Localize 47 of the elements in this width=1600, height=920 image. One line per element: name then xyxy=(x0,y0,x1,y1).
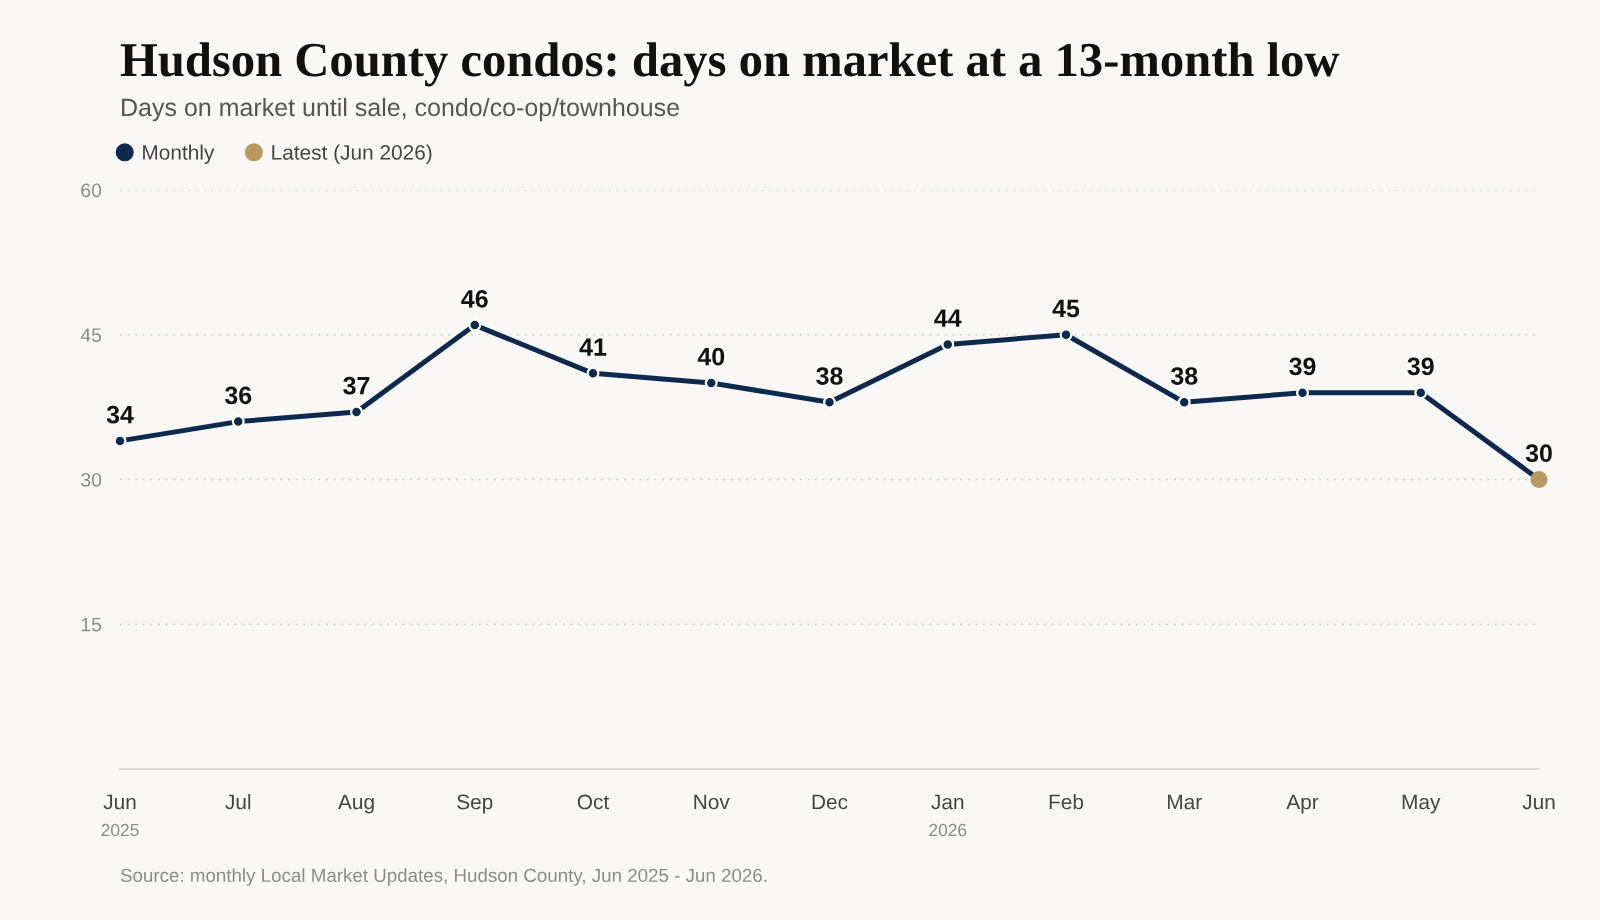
data-label: 45 xyxy=(1052,299,1080,318)
point xyxy=(468,318,482,332)
data-label: 46 xyxy=(461,289,488,308)
x-tick-label: Jul xyxy=(225,794,251,810)
category-label: Jun 2025 xyxy=(101,794,139,837)
data-label: 39 xyxy=(1407,357,1434,376)
x-tick-label: Nov xyxy=(694,794,730,810)
point xyxy=(1059,328,1073,342)
point xyxy=(823,395,836,409)
x-tick-label: Mar xyxy=(1168,794,1202,810)
data-label: 39 xyxy=(1289,357,1316,376)
data-label: 37 xyxy=(343,376,370,395)
x-tick-label: Oct xyxy=(577,794,610,810)
y-tick-label: 60 xyxy=(81,183,102,198)
chart-subtitle: Days on market until sale, condo/co-op/townhouse xyxy=(122,97,679,122)
y-tick-label: 30 xyxy=(81,472,102,487)
data-label: 34 xyxy=(106,405,134,424)
x-tick-label: May xyxy=(1402,794,1441,814)
data-label: 40 xyxy=(697,347,725,366)
point xyxy=(350,405,363,419)
data-label: 44 xyxy=(934,309,962,327)
source-note: Source: monthly Local Market Updates, Hudson County, Jun 2025 - Jun 2026. xyxy=(120,868,767,886)
legend-label: Monthly xyxy=(143,144,215,164)
point xyxy=(586,366,600,380)
point xyxy=(704,376,718,390)
legend-label: Latest (Jun 2026) xyxy=(272,144,432,164)
y-tick-label: 45 xyxy=(80,328,102,342)
point xyxy=(1296,386,1309,400)
point xyxy=(1177,395,1191,409)
x-tick-label: Jun xyxy=(1522,794,1555,810)
x-tick-label: Aug xyxy=(338,794,374,814)
data-label: 30 xyxy=(1525,444,1552,463)
chart-title: Hudson County condos: days on market at a 13-month low xyxy=(120,42,1340,87)
x-tick-label: Dec xyxy=(812,794,848,810)
point xyxy=(231,415,245,429)
data-label: 41 xyxy=(579,338,607,356)
data-label: 36 xyxy=(224,386,252,405)
x-tick-label: Feb xyxy=(1049,794,1084,810)
point xyxy=(941,337,955,351)
x-tick-label: Apr xyxy=(1286,794,1319,814)
point xyxy=(113,434,127,448)
point xyxy=(1414,386,1428,400)
data-label: 38 xyxy=(816,367,843,385)
x-tick-label: Sep xyxy=(457,794,493,814)
category-label: Jan 2026 xyxy=(929,794,967,837)
data-label: 38 xyxy=(1170,367,1198,385)
y-tick-label: 15 xyxy=(81,617,102,632)
